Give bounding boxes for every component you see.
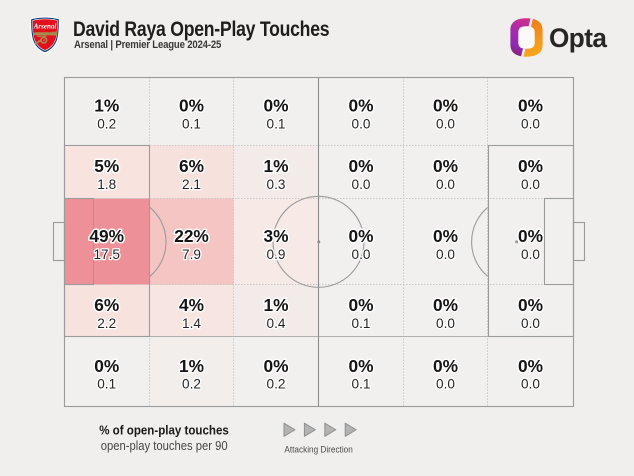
svg-text:1%: 1% — [264, 295, 289, 315]
svg-text:0%: 0% — [518, 226, 543, 246]
svg-text:0.0: 0.0 — [352, 116, 371, 131]
svg-text:1%: 1% — [94, 96, 119, 116]
svg-text:0%: 0% — [94, 356, 119, 376]
svg-text:0%: 0% — [349, 96, 374, 116]
svg-text:0.0: 0.0 — [352, 177, 371, 192]
svg-text:0.0: 0.0 — [436, 316, 455, 331]
svg-text:0.0: 0.0 — [436, 247, 455, 262]
svg-text:0.3: 0.3 — [267, 177, 286, 192]
svg-text:1%: 1% — [264, 156, 289, 176]
svg-text:1.4: 1.4 — [182, 316, 201, 331]
svg-text:0%: 0% — [433, 356, 458, 376]
svg-text:Arsenal: Arsenal — [33, 22, 57, 30]
svg-text:0.0: 0.0 — [521, 316, 540, 331]
svg-text:0%: 0% — [349, 295, 374, 315]
svg-text:0.0: 0.0 — [521, 177, 540, 192]
svg-text:6%: 6% — [94, 295, 119, 315]
svg-text:0%: 0% — [433, 295, 458, 315]
svg-text:0.0: 0.0 — [521, 247, 540, 262]
svg-text:3%: 3% — [264, 226, 289, 246]
svg-text:0.1: 0.1 — [352, 316, 371, 331]
svg-text:0.1: 0.1 — [352, 377, 371, 392]
svg-text:0%: 0% — [349, 356, 374, 376]
svg-text:2.1: 2.1 — [182, 177, 201, 192]
svg-text:49%: 49% — [89, 226, 124, 246]
svg-text:0.0: 0.0 — [521, 377, 540, 392]
svg-text:0%: 0% — [433, 156, 458, 176]
svg-text:0.0: 0.0 — [521, 116, 540, 131]
svg-text:0%: 0% — [264, 356, 289, 376]
svg-text:0%: 0% — [349, 226, 374, 246]
svg-text:6%: 6% — [179, 156, 204, 176]
svg-text:0%: 0% — [349, 156, 374, 176]
svg-text:0%: 0% — [179, 96, 204, 116]
svg-text:17.5: 17.5 — [93, 247, 119, 262]
svg-text:0%: 0% — [518, 96, 543, 116]
svg-text:0.0: 0.0 — [436, 377, 455, 392]
svg-text:0.2: 0.2 — [267, 377, 286, 392]
svg-text:0%: 0% — [518, 295, 543, 315]
svg-text:0.0: 0.0 — [436, 116, 455, 131]
svg-text:0.1: 0.1 — [182, 116, 201, 131]
svg-text:22%: 22% — [174, 226, 209, 246]
svg-text:2.2: 2.2 — [97, 316, 116, 331]
svg-text:0.4: 0.4 — [267, 316, 286, 331]
svg-text:0.2: 0.2 — [97, 116, 116, 131]
svg-text:0.0: 0.0 — [352, 247, 371, 262]
svg-text:0.0: 0.0 — [436, 177, 455, 192]
svg-text:0%: 0% — [518, 156, 543, 176]
svg-text:4%: 4% — [179, 295, 204, 315]
svg-text:0%: 0% — [433, 226, 458, 246]
svg-text:0%: 0% — [433, 96, 458, 116]
svg-text:0%: 0% — [264, 96, 289, 116]
svg-text:5%: 5% — [94, 156, 119, 176]
svg-text:open-play touches per 90: open-play touches per 90 — [101, 438, 228, 453]
svg-text:0.9: 0.9 — [267, 247, 286, 262]
svg-text:1%: 1% — [179, 356, 204, 376]
svg-text:0.1: 0.1 — [97, 377, 116, 392]
svg-text:Attacking Direction: Attacking Direction — [284, 444, 352, 455]
svg-text:0.2: 0.2 — [182, 377, 201, 392]
svg-text:% of open-play touches: % of open-play touches — [99, 423, 229, 437]
svg-text:1.8: 1.8 — [97, 177, 116, 192]
svg-text:7.9: 7.9 — [182, 247, 201, 262]
svg-text:0.1: 0.1 — [267, 116, 286, 131]
svg-text:0%: 0% — [518, 356, 543, 376]
